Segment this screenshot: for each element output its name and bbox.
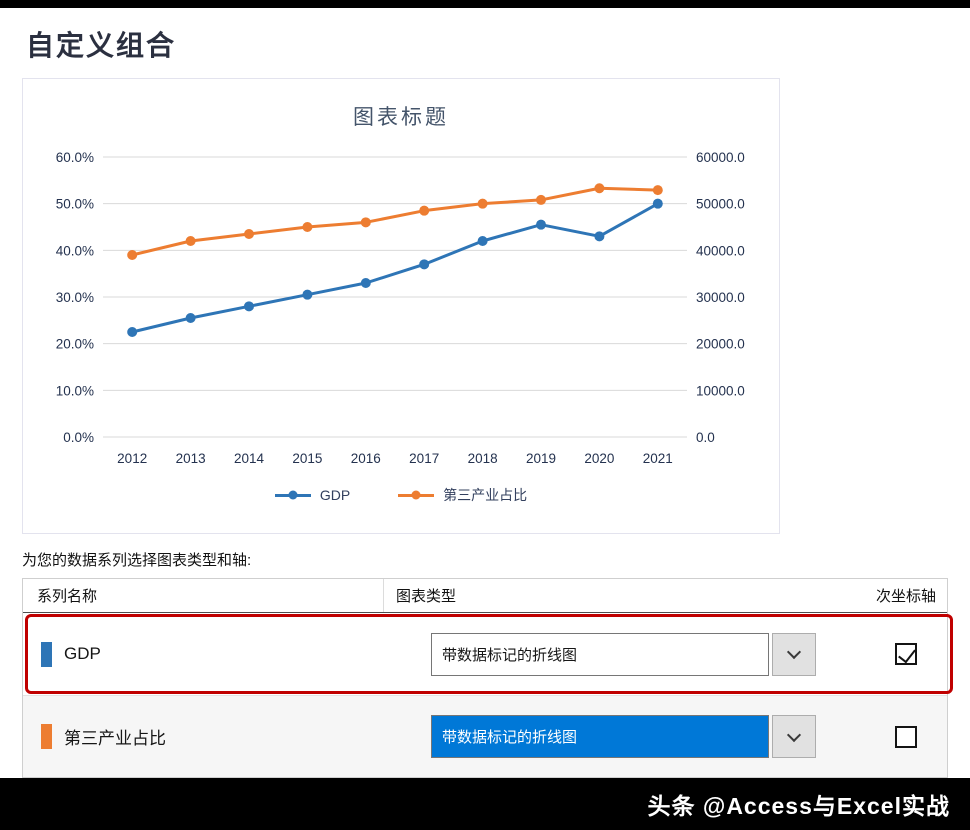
table-header: 系列名称 图表类型 次坐标轴: [23, 579, 947, 613]
svg-text:10000.0: 10000.0: [696, 383, 745, 398]
svg-text:2020: 2020: [584, 451, 614, 466]
svg-text:2015: 2015: [292, 451, 322, 466]
series-row-tertiary[interactable]: 第三产业占比 带数据标记的折线图: [23, 695, 947, 777]
line-marker-icon: [274, 493, 311, 497]
svg-text:10.0%: 10.0%: [56, 383, 94, 398]
legend-label: GDP: [319, 487, 351, 503]
svg-text:60.0%: 60.0%: [56, 150, 94, 165]
header-secondary-axis: 次坐标轴: [875, 588, 936, 605]
chart-title: 图表标题: [353, 106, 449, 129]
svg-text:2021: 2021: [643, 451, 673, 466]
legend-item-gdp: GDP: [274, 487, 351, 503]
series-color-swatch: [41, 724, 52, 749]
svg-text:2018: 2018: [468, 451, 498, 466]
svg-text:50.0%: 50.0%: [56, 197, 94, 212]
svg-text:30.0%: 30.0%: [56, 290, 94, 305]
svg-text:30000.0: 30000.0: [696, 290, 745, 305]
svg-text:0.0%: 0.0%: [63, 430, 94, 445]
svg-text:2013: 2013: [176, 451, 206, 466]
instruction-text: 为您的数据系列选择图表类型和轴:: [22, 552, 252, 569]
svg-text:2012: 2012: [117, 451, 147, 466]
svg-text:20.0%: 20.0%: [56, 337, 94, 352]
header-chart-type: 图表类型: [383, 579, 865, 612]
chevron-down-icon: [786, 644, 802, 660]
svg-text:0.0: 0.0: [696, 430, 715, 445]
top-border-bar: [0, 0, 970, 8]
secondary-axis-checkbox[interactable]: [895, 725, 917, 748]
secondary-axis-checkbox[interactable]: [895, 643, 917, 665]
svg-text:2019: 2019: [526, 451, 556, 466]
svg-text:2014: 2014: [234, 451, 265, 466]
line-marker-icon: [398, 493, 435, 497]
series-color-swatch: [41, 641, 52, 667]
svg-text:50000.0: 50000.0: [696, 197, 745, 212]
chart-type-value[interactable]: 带数据标记的折线图: [431, 632, 769, 676]
svg-text:20000.0: 20000.0: [696, 337, 745, 352]
chart-plot: 0.0% 0.0 10.0% 10000.0 20.0% 20000.0 30.0% 3000…: [56, 150, 745, 466]
series-name: GDP: [64, 644, 101, 663]
dropdown-button[interactable]: [772, 715, 816, 758]
legend-label: 第三产业占比: [443, 487, 528, 503]
dropdown-button[interactable]: [772, 632, 816, 676]
chart-preview: 图表标题 0.0% 0.0 10.0% 10000.0 20.0% 20000.0 30.0…: [22, 78, 780, 534]
watermark-bar: 头条 @Access与Excel实战: [0, 778, 970, 830]
svg-text:40000.0: 40000.0: [696, 243, 745, 258]
chart-type-dropdown[interactable]: 带数据标记的折线图: [431, 632, 816, 676]
svg-text:2016: 2016: [351, 451, 381, 466]
chevron-down-icon: [786, 727, 802, 742]
series-row-gdp[interactable]: GDP 带数据标记的折线图: [23, 613, 953, 695]
watermark-text: 头条 @Access与Excel实战: [647, 793, 950, 819]
header-series-name: 系列名称: [37, 588, 98, 605]
svg-text:2017: 2017: [409, 451, 439, 466]
page-title: 自定义组合: [26, 30, 177, 61]
series-name: 第三产业占比: [64, 729, 166, 748]
svg-text:60000.0: 60000.0: [696, 150, 745, 165]
chart-type-value[interactable]: 带数据标记的折线图: [431, 715, 769, 758]
svg-text:40.0%: 40.0%: [56, 243, 94, 258]
chart-legend: GDP 第三产业占比: [23, 485, 779, 505]
series-table: 系列名称 图表类型 次坐标轴 GDP 带数据标记的折线图 第三产业占比: [22, 578, 953, 778]
legend-item-tertiary: 第三产业占比: [398, 485, 527, 505]
chart-type-dropdown[interactable]: 带数据标记的折线图: [431, 715, 816, 758]
